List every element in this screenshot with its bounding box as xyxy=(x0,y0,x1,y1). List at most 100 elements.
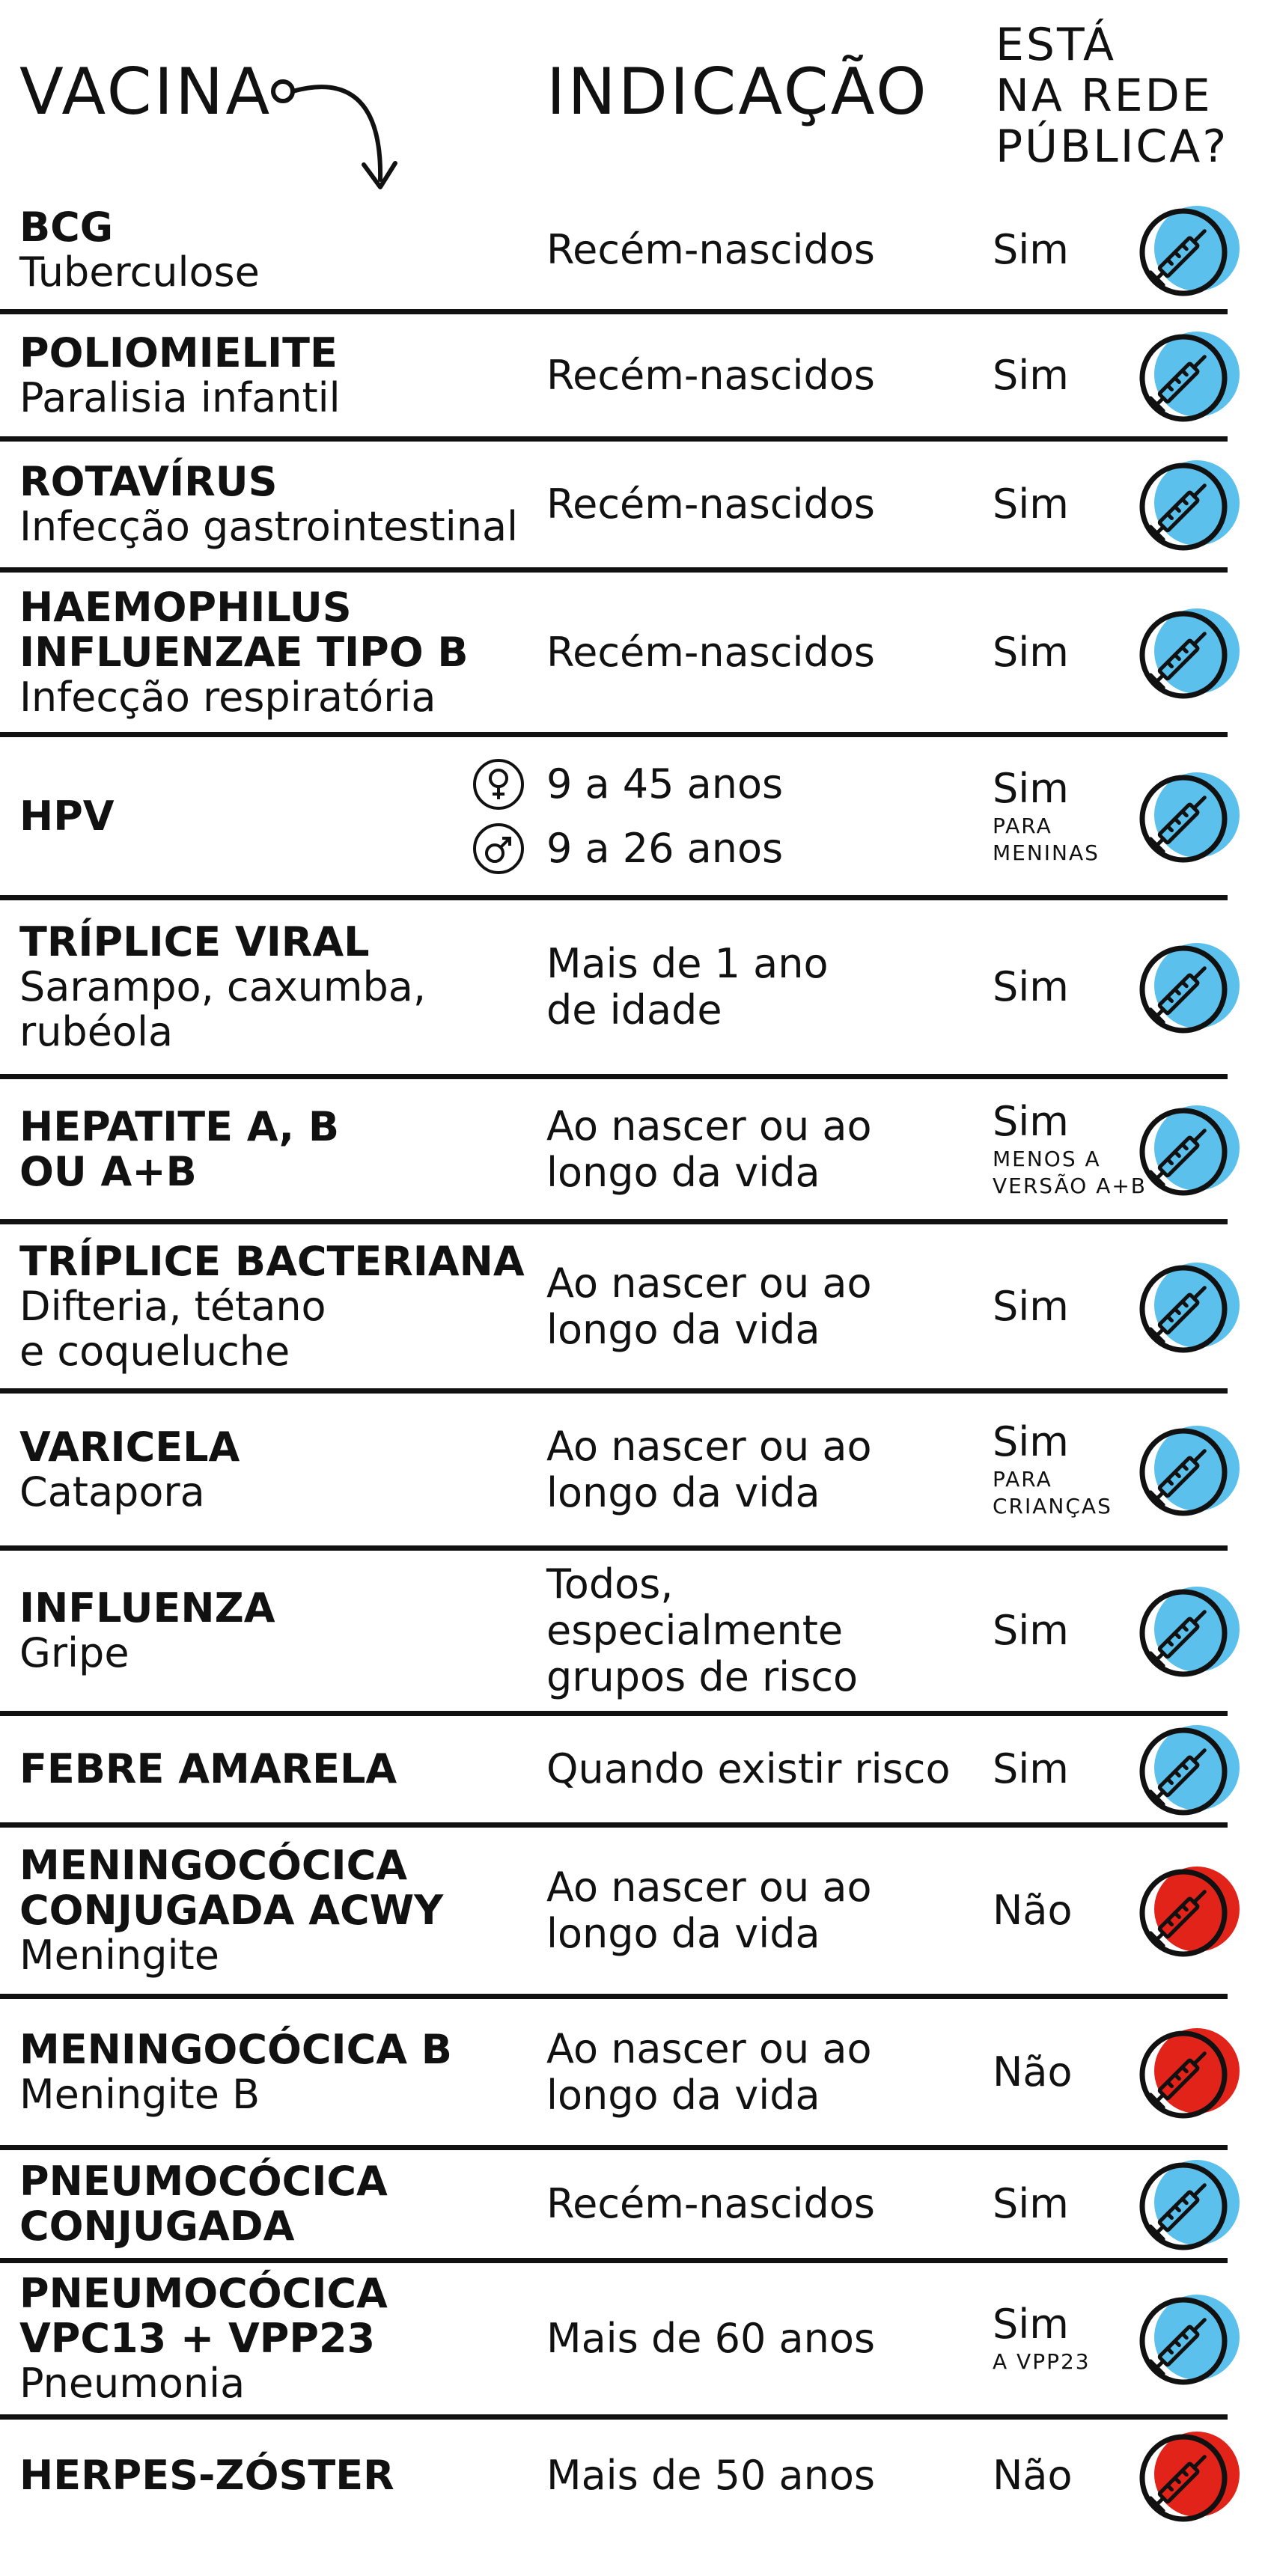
row-divider xyxy=(0,1822,1228,1828)
table-row: VARICELA Catapora Ao nascer ou ao longo da… xyxy=(0,1394,1265,1551)
vaccine-cell: INFLUENZA Gripe xyxy=(19,1551,536,1711)
public-network-cell: Sim xyxy=(993,1551,1157,1711)
vaccine-name: MENINGOCÓCICA CONJUGADA ACWY xyxy=(19,1842,444,1934)
vaccine-name: HERPES-ZÓSTER xyxy=(19,2452,394,2499)
indication-cell: Mais de 50 anos xyxy=(546,2420,981,2532)
syringe-icon xyxy=(1139,460,1240,551)
vaccine-name: VARICELA xyxy=(19,1423,240,1471)
vaccine-name: ROTAVÍRUS xyxy=(19,458,278,505)
availability-value: Sim xyxy=(993,480,1069,528)
indication-cell: Ao nascer ou ao longo da vida xyxy=(546,1999,981,2145)
indication-text: Todos, especialmente grupos de risco xyxy=(546,1560,859,1700)
status-icon-cell xyxy=(1127,1999,1254,2145)
column-header-vacina: VACINA xyxy=(19,55,272,129)
vaccine-name: PNEUMOCÓCICA CONJUGADA xyxy=(19,2158,388,2250)
status-icon-cell xyxy=(1127,2420,1254,2532)
vaccine-disease: Pneumonia xyxy=(19,2360,246,2407)
status-icon-cell xyxy=(1127,1551,1254,1711)
vaccine-name: BCG xyxy=(19,204,114,251)
indication-cell: Ao nascer ou ao longo da vida xyxy=(546,1394,981,1545)
availability-value: Sim xyxy=(993,963,1069,1010)
indication-text: Ao nascer ou ao longo da vida xyxy=(546,1422,872,1516)
indication-cell: Ao nascer ou ao longo da vida xyxy=(546,1224,981,1388)
availability-value: Sim xyxy=(993,1282,1069,1330)
vaccine-disease: Infecção gastrointestinal xyxy=(19,503,519,550)
syringe-icon xyxy=(1139,1105,1240,1195)
status-icon-cell xyxy=(1127,1224,1254,1388)
table-row: BCG Tuberculose Recém-nascidos Sim xyxy=(0,191,1265,314)
syringe-icon xyxy=(1139,2160,1240,2250)
status-icon-cell xyxy=(1127,1394,1254,1545)
vaccine-disease: Meningite B xyxy=(19,2070,260,2118)
vaccine-name: INFLUENZA xyxy=(19,1584,275,1632)
indication-text: Ao nascer ou ao longo da vida xyxy=(546,2024,872,2119)
row-divider xyxy=(0,2145,1228,2150)
status-icon-cell xyxy=(1127,1716,1254,1822)
status-icon-cell xyxy=(1127,573,1254,732)
availability-note: A VPP23 xyxy=(993,2349,1091,2374)
indication-text: Mais de 50 anos xyxy=(546,2452,876,2499)
availability-value: Sim xyxy=(993,2301,1069,2348)
availability-value: Sim xyxy=(993,2180,1069,2227)
indication-cell: Mais de 60 anos xyxy=(546,2263,981,2414)
row-divider xyxy=(0,732,1228,737)
syringe-icon xyxy=(1139,1425,1240,1516)
curved-arrow-icon xyxy=(271,79,397,189)
vaccine-name: HEPATITE A, B OU A+B xyxy=(19,1102,340,1195)
vaccine-name: FEBRE AMARELA xyxy=(19,1745,397,1792)
public-network-cell: Sim xyxy=(993,573,1157,732)
syringe-icon xyxy=(1139,943,1240,1034)
status-icon-cell xyxy=(1127,442,1254,567)
vaccine-disease: Catapora xyxy=(19,1468,205,1516)
vaccine-cell: HEPATITE A, B OU A+B xyxy=(19,1079,536,1219)
row-divider xyxy=(0,1074,1228,1079)
indication-cell: 9 a 45 anos 9 a 26 anos xyxy=(473,737,981,895)
header-line: PÚBLICA? xyxy=(996,120,1229,173)
availability-value: Sim xyxy=(993,1607,1069,1654)
table-row: HPV 9 a 45 anos 9 a 26 anos Sim PARA MENINAS xyxy=(0,737,1265,900)
syringe-icon xyxy=(1139,772,1240,862)
vaccine-disease: Sarampo, caxumba, rubéola xyxy=(19,963,427,1055)
indication-text: Ao nascer ou ao longo da vida xyxy=(546,1102,872,1196)
vaccine-name: HPV xyxy=(19,792,115,840)
vaccine-name: TRÍPLICE BACTERIANA xyxy=(19,1237,525,1285)
syringe-icon xyxy=(1139,2027,1240,2118)
availability-value: Não xyxy=(993,2048,1073,2096)
vaccine-cell: HERPES-ZÓSTER xyxy=(19,2420,536,2532)
row-divider xyxy=(0,1711,1228,1716)
table-row: MENINGOCÓCICA B Meningite B Ao nascer ou a… xyxy=(0,1999,1265,2150)
availability-value: Sim xyxy=(993,764,1069,812)
vaccine-name: TRÍPLICE VIRAL xyxy=(19,918,370,965)
table-row: FEBRE AMARELA Quando existir risco Sim xyxy=(0,1716,1265,1828)
vaccine-cell: HPV xyxy=(19,737,536,895)
indication-text: Recém-nascidos xyxy=(546,351,875,399)
syringe-icon xyxy=(1139,608,1240,698)
syringe-icon xyxy=(1139,206,1240,296)
vaccine-cell: BCG Tuberculose xyxy=(19,191,536,309)
vaccine-cell: ROTAVÍRUS Infecção gastrointestinal xyxy=(19,442,536,567)
availability-value: Sim xyxy=(993,1745,1069,1792)
indication-text: Mais de 1 ano de idade xyxy=(546,940,829,1034)
table-row: PNEUMOCÓCICA CONJUGADA Recém-nascidos Sim xyxy=(0,2150,1265,2263)
status-icon-cell xyxy=(1127,191,1254,309)
header-line: NA REDE xyxy=(996,70,1213,122)
indication-cell: Recém-nascidos xyxy=(546,191,981,309)
vaccine-cell: POLIOMIELITE Paralisia infantil xyxy=(19,314,536,436)
indication-cell: Ao nascer ou ao longo da vida xyxy=(546,1079,981,1219)
status-icon-cell xyxy=(1127,2150,1254,2258)
vaccine-cell: MENINGOCÓCICA CONJUGADA ACWY Meningite xyxy=(19,1828,536,1994)
vaccine-cell: TRÍPLICE VIRAL Sarampo, caxumba, rubéola xyxy=(19,900,536,1074)
male-symbol-icon xyxy=(473,822,524,874)
vaccine-disease: Tuberculose xyxy=(19,248,260,296)
indication-cell: Recém-nascidos xyxy=(546,573,981,732)
vaccine-name: HAEMOPHILUS INFLUENZAE TIPO B xyxy=(19,583,469,676)
status-icon-cell xyxy=(1127,314,1254,436)
availability-note: PARA CRIANÇAS xyxy=(993,1466,1112,1519)
vaccine-cell: PNEUMOCÓCICA VPC13 + VPP23 Pneumonia xyxy=(19,2263,536,2414)
vaccine-cell: MENINGOCÓCICA B Meningite B xyxy=(19,1999,536,2145)
syringe-icon xyxy=(1139,1867,1240,1957)
availability-value: Não xyxy=(993,2452,1073,2499)
availability-value: Não xyxy=(993,1887,1073,1934)
indication-cell: Recém-nascidos xyxy=(546,2150,981,2258)
indication-cell: Recém-nascidos xyxy=(546,442,981,567)
